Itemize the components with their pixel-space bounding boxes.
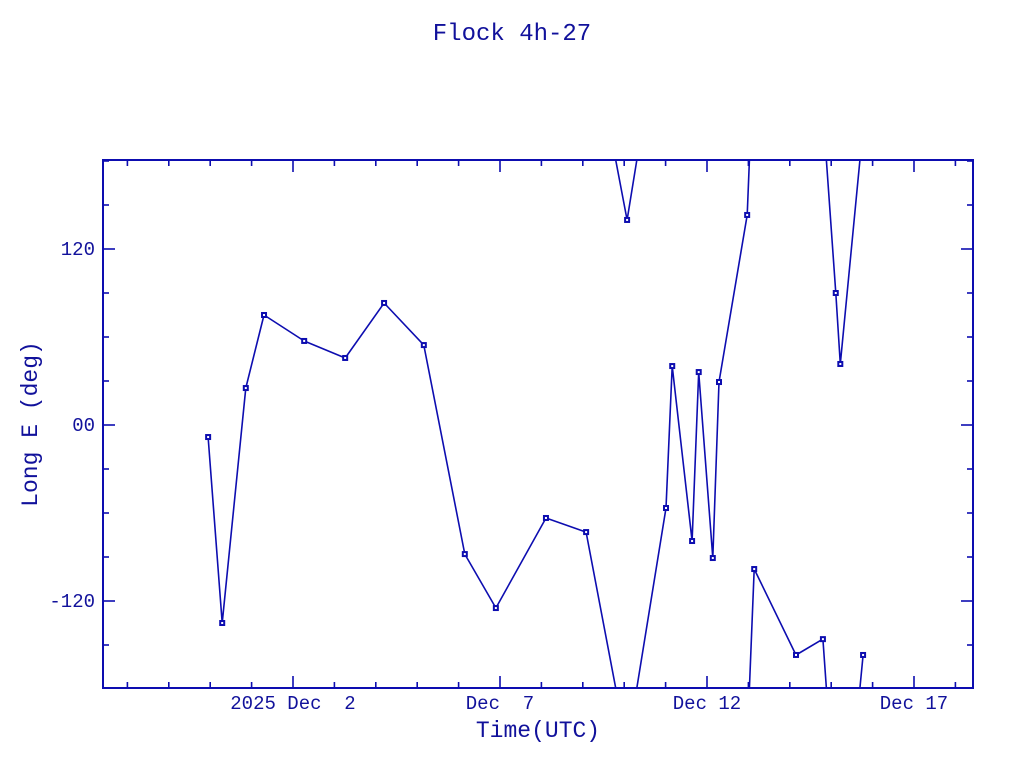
chart-title: Flock 4h-27 bbox=[433, 21, 591, 48]
data-point-marker-hole bbox=[718, 381, 721, 384]
data-point-marker-hole bbox=[221, 622, 224, 625]
data-point-marker-hole bbox=[626, 218, 629, 221]
data-point-marker-hole bbox=[753, 568, 756, 571]
data-point-marker-hole bbox=[671, 365, 674, 368]
data-point-marker-hole bbox=[697, 371, 700, 374]
data-point-marker-hole bbox=[795, 653, 798, 656]
data-point-marker-hole bbox=[383, 301, 386, 304]
data-point-marker-hole bbox=[821, 638, 824, 641]
data-point-marker-hole bbox=[422, 344, 425, 347]
data-series-path bbox=[207, 160, 864, 688]
axis-ticks bbox=[103, 160, 973, 688]
x-axis-label: Time(UTC) bbox=[476, 718, 600, 744]
plot-frame bbox=[102, 159, 974, 689]
data-point-marker-hole bbox=[839, 362, 842, 365]
data-point-marker-hole bbox=[494, 607, 497, 610]
data-point-marker-hole bbox=[244, 387, 247, 390]
y-tick-label: 120 bbox=[61, 239, 95, 261]
x-tick-label: 2025 Dec 2 bbox=[230, 693, 355, 715]
tick-labels: 2025 Dec 2 Dec 7 Dec 12 Dec 17 120 00 -120 bbox=[49, 239, 948, 715]
data-point-marker-hole bbox=[665, 507, 668, 510]
data-point-marker-hole bbox=[463, 553, 466, 556]
data-point-marker-hole bbox=[207, 436, 210, 439]
data-point-marker-hole bbox=[544, 516, 547, 519]
x-tick-label: Dec 17 bbox=[880, 693, 948, 715]
data-layer bbox=[205, 160, 867, 688]
data-point-marker-hole bbox=[711, 557, 714, 560]
data-point-marker-hole bbox=[834, 291, 837, 294]
data-point-marker-hole bbox=[303, 339, 306, 342]
y-axis-label: Long E (deg) bbox=[18, 341, 44, 507]
data-point-marker-hole bbox=[746, 213, 749, 216]
data-point-marker-hole bbox=[585, 531, 588, 534]
x-tick-label: Dec 12 bbox=[673, 693, 741, 715]
data-point-marker-hole bbox=[691, 540, 694, 543]
data-point-marker-hole bbox=[263, 313, 266, 316]
y-tick-label: 00 bbox=[72, 415, 95, 437]
y-tick-label: -120 bbox=[49, 591, 95, 613]
x-tick-label: Dec 7 bbox=[466, 693, 534, 715]
data-point-marker-hole bbox=[344, 356, 347, 359]
data-point-marker-hole bbox=[862, 653, 865, 656]
